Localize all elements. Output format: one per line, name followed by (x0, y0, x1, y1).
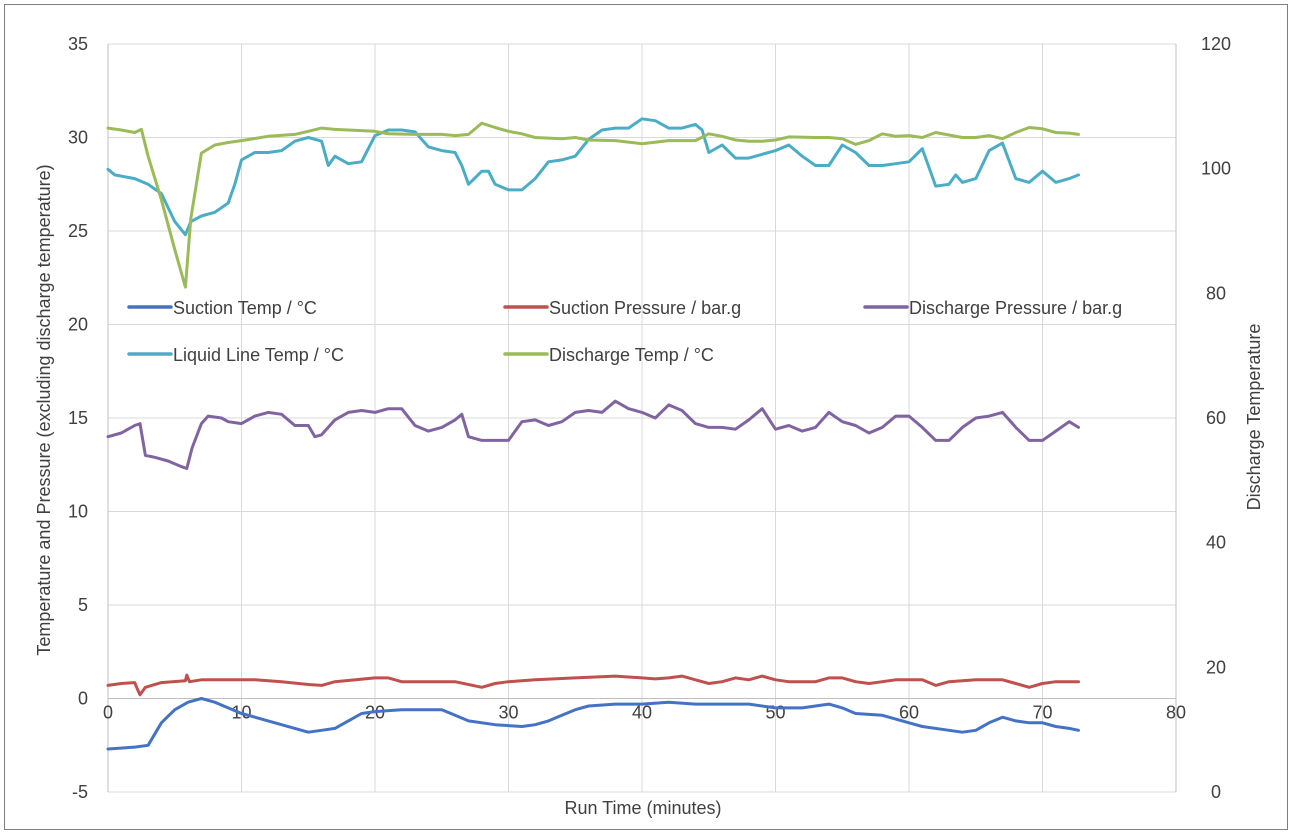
chart-frame: 0 10 20 30 40 50 60 70 80 -5 0 5 10 15 20 25 30 35 0 20 40 60… (4, 4, 1288, 830)
x-axis-title: Run Time (minutes) (564, 798, 721, 818)
y-tick-label: 30 (68, 128, 88, 148)
x-tick-label: 60 (899, 703, 919, 723)
series-line-2 (106, 399, 1080, 470)
x-tick-label: 80 (1166, 703, 1186, 723)
x-tick-label: 40 (632, 703, 652, 723)
x-tick-label: 70 (1032, 703, 1052, 723)
y2-tick-label: 40 (1206, 533, 1226, 553)
y-tick-label: 0 (78, 689, 88, 709)
y-tick-label: 5 (78, 595, 88, 615)
legend-label: Suction Pressure / bar.g (549, 298, 741, 318)
y-tick-label: 10 (68, 502, 88, 522)
y-axis-title: Temperature and Pressure (excluding disc… (34, 164, 54, 655)
y2-tick-label: 0 (1211, 782, 1221, 802)
y-tick-label: 15 (68, 408, 88, 428)
y2-tick-label: 60 (1206, 408, 1226, 428)
line-chart: 0 10 20 30 40 50 60 70 80-5051015202530350204060… (34, 34, 1264, 818)
y2-tick-label: 80 (1206, 283, 1226, 303)
y-tick-label: 35 (68, 34, 88, 54)
y2-tick-label: 120 (1201, 34, 1231, 54)
x-tick-label: 30 (498, 703, 518, 723)
series-lines (106, 117, 1080, 751)
series-line-3 (106, 117, 1080, 237)
series-line-1 (106, 673, 1080, 697)
legend-label: Discharge Pressure / bar.g (909, 298, 1122, 318)
y2-axis-title: Discharge Temperature (1244, 324, 1264, 511)
legend-label: Liquid Line Temp / °C (173, 345, 344, 365)
y2-tick-label: 20 (1206, 657, 1226, 677)
series-line-0 (106, 697, 1080, 751)
y-tick-label: 20 (68, 315, 88, 335)
legend-label: Suction Temp / °C (173, 298, 317, 318)
y2-tick-label: 100 (1201, 159, 1231, 179)
legend-label: Discharge Temp / °C (549, 345, 714, 365)
x-tick-label: 0 (103, 703, 113, 723)
y-tick-label: 25 (68, 221, 88, 241)
y-tick-label: -5 (72, 782, 88, 802)
series-line-4 (106, 121, 1080, 289)
legend: Suction Temp / °C Suction Pressure / bar.… (127, 298, 1122, 365)
